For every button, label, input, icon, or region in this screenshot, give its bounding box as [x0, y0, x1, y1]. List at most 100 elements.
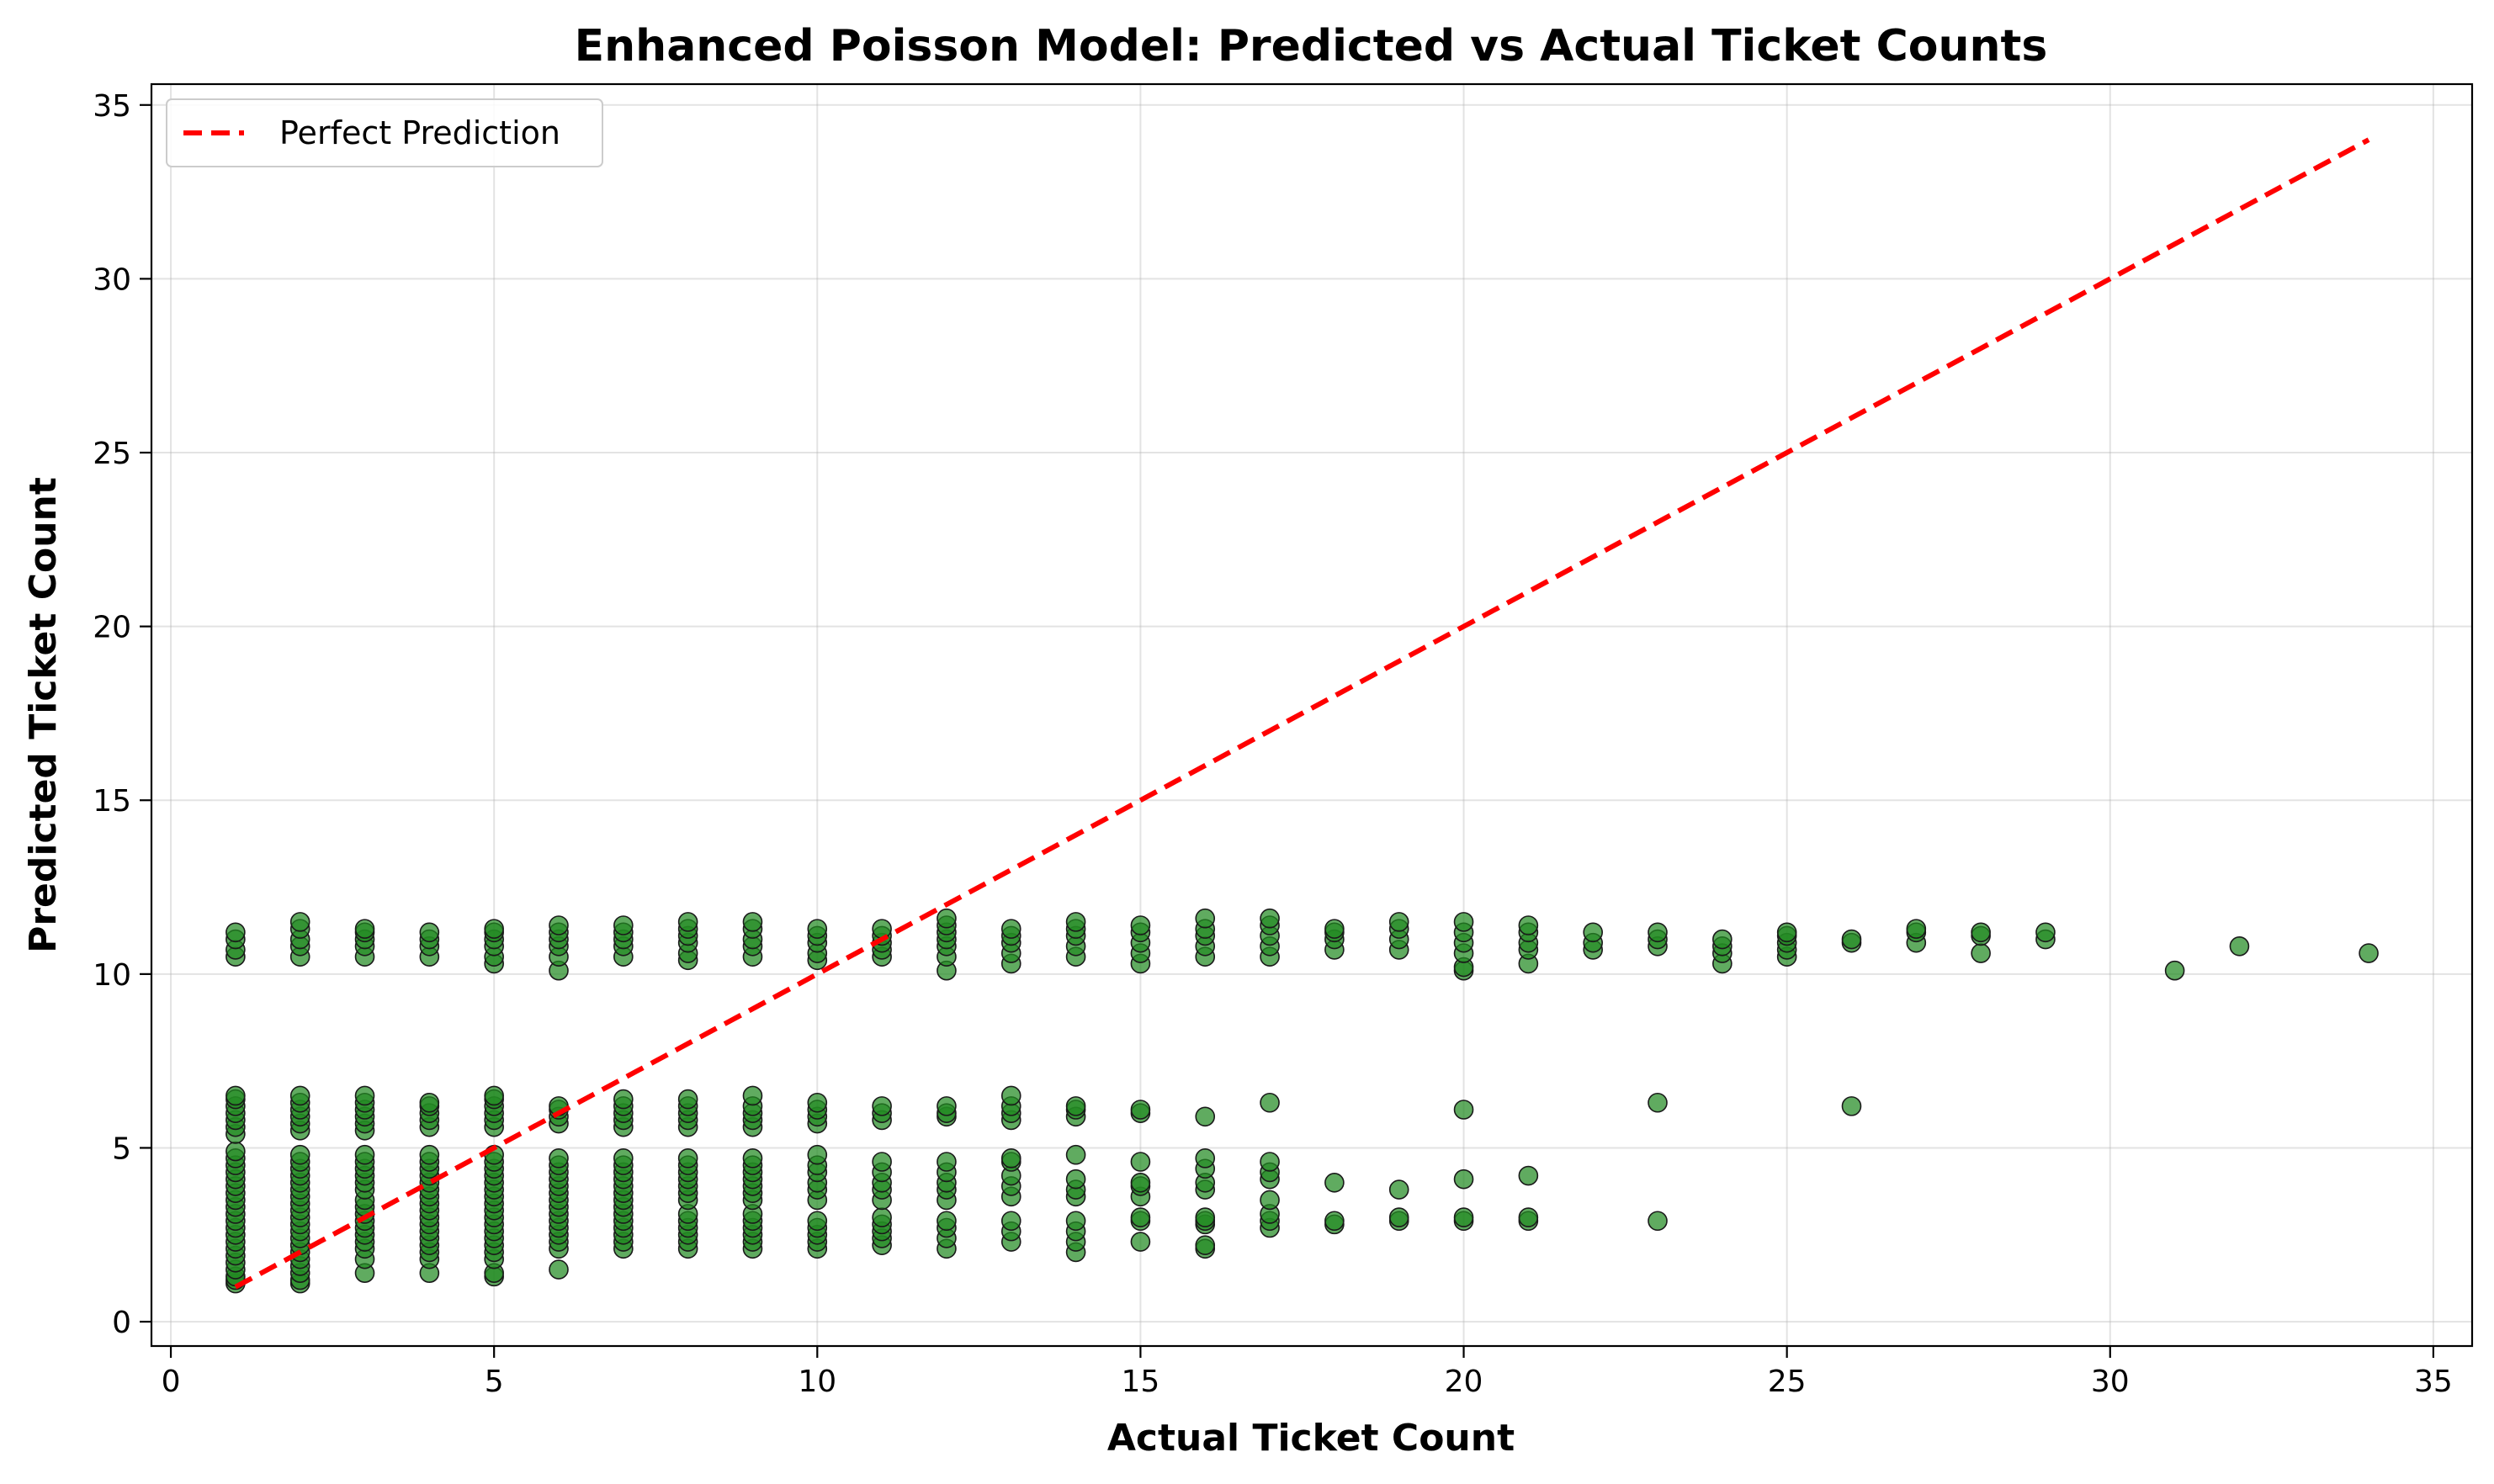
scatter-point — [1518, 1165, 1539, 1186]
scatter-point — [1260, 1190, 1280, 1211]
scatter-point — [1648, 1211, 1668, 1232]
scatter-point — [484, 919, 504, 939]
x-tick-label: 10 — [798, 1365, 836, 1399]
y-tick-label: 0 — [112, 1306, 131, 1340]
scatter-point — [1000, 1148, 1021, 1169]
scatter-point — [289, 1085, 310, 1106]
y-tick-label: 25 — [93, 437, 131, 471]
scatter-point — [872, 1096, 892, 1116]
y-tick-label: 30 — [93, 262, 131, 297]
scatter-point — [1000, 1085, 1021, 1106]
x-tick-label: 15 — [1122, 1365, 1160, 1399]
x-tick-label: 0 — [162, 1365, 181, 1399]
scatter-point — [1841, 1096, 1862, 1116]
y-tick-label: 5 — [112, 1132, 131, 1166]
scatter-point — [1388, 1179, 1409, 1200]
scatter-point — [1195, 1207, 1216, 1227]
scatter-point — [1065, 1211, 1086, 1232]
scatter-point — [1130, 1100, 1151, 1120]
x-tick-label: 20 — [1445, 1365, 1483, 1399]
scatter-point — [289, 1144, 310, 1165]
scatter-point — [1000, 919, 1021, 939]
scatter-point — [1130, 915, 1151, 935]
y-tick-label: 10 — [93, 958, 131, 993]
scatter-point — [1195, 1148, 1216, 1169]
scatter-point — [419, 1092, 440, 1113]
scatter-point — [872, 1152, 892, 1172]
scatter-point — [1971, 943, 1991, 963]
scatter-point — [1130, 1207, 1151, 1227]
scatter-point — [1065, 912, 1086, 932]
scatter-point — [354, 1144, 375, 1165]
scatter-point — [613, 1148, 634, 1169]
scatter-point — [1583, 922, 1603, 943]
scatter-point — [2229, 935, 2250, 957]
x-tick-label: 5 — [485, 1365, 504, 1399]
scatter-point — [1324, 919, 1345, 939]
scatter-point — [1065, 1096, 1086, 1116]
scatter-point — [1130, 1172, 1151, 1193]
scatter-point — [549, 1148, 569, 1169]
scatter-point — [1130, 1232, 1151, 1252]
scatter-point — [2164, 960, 2185, 981]
scatter-point — [613, 1089, 634, 1110]
scatter-point — [226, 1085, 246, 1106]
perfect-prediction-line — [234, 137, 2370, 1290]
scatter-point — [226, 922, 246, 943]
chart-title: Enhanced Poisson Model: Predicted vs Act… — [575, 21, 2048, 72]
scatter-point — [1260, 908, 1280, 929]
scatter-point — [354, 919, 375, 939]
scatter-point — [2035, 922, 2056, 943]
scatter-point — [1648, 1092, 1668, 1113]
scatter-point — [613, 915, 634, 935]
legend: Perfect Prediction — [166, 98, 603, 167]
x-tick-label: 30 — [2091, 1365, 2130, 1399]
scatter-point — [677, 912, 698, 932]
x-tick-label: 25 — [1768, 1365, 1807, 1399]
scatter-point — [872, 919, 892, 939]
scatter-point — [1324, 1211, 1345, 1232]
scatter-point — [807, 919, 828, 939]
scatter-point — [937, 1096, 957, 1116]
scatter-point — [1260, 1152, 1280, 1172]
y-axis-ticks: 0 5 10 15 20 25 30 35 — [93, 89, 151, 1340]
scatter-point — [677, 1148, 698, 1169]
scatter-point — [1065, 1144, 1086, 1165]
x-axis-label: Actual Ticket Count — [1107, 1417, 1515, 1460]
scatter-point — [807, 1144, 828, 1165]
legend-box — [166, 98, 603, 167]
scatter-point — [742, 1148, 763, 1169]
scatter-point — [2359, 943, 2379, 963]
scatter-point — [1260, 1092, 1280, 1113]
scatter-point — [1130, 1152, 1151, 1172]
scatter-point — [1971, 922, 1991, 943]
scatter-point — [1388, 1207, 1409, 1227]
scatter-point — [289, 912, 310, 932]
scatter-point — [937, 1152, 957, 1172]
scatter-point — [1453, 1207, 1474, 1227]
scatter-point — [1841, 929, 1862, 950]
scatter-point — [549, 915, 569, 935]
scatter-point — [549, 1259, 569, 1280]
scatter-points — [226, 908, 2379, 1294]
scatter-point — [872, 1207, 892, 1227]
scatter-point — [937, 908, 957, 929]
scatter-point — [1518, 1207, 1539, 1227]
scatter-point — [1195, 1235, 1216, 1255]
scatter-point — [742, 912, 763, 932]
scatter-point — [419, 1144, 440, 1165]
scatter-point — [1906, 919, 1927, 939]
x-tick-label: 35 — [2414, 1365, 2453, 1399]
scatter-point — [1453, 1169, 1474, 1190]
scatter-point — [1388, 912, 1409, 932]
scatter-point — [1776, 922, 1797, 943]
scatter-point — [354, 1085, 375, 1106]
scatter-point — [1518, 915, 1539, 935]
scatter-point — [419, 922, 440, 943]
legend-entry-perfect-prediction: Perfect Prediction — [279, 114, 560, 151]
scatter-point — [1648, 922, 1668, 943]
plot-frame — [150, 82, 2474, 1348]
y-tick-label: 20 — [93, 611, 131, 645]
scatter-point — [1000, 1211, 1021, 1232]
y-tick-label: 35 — [93, 89, 131, 124]
